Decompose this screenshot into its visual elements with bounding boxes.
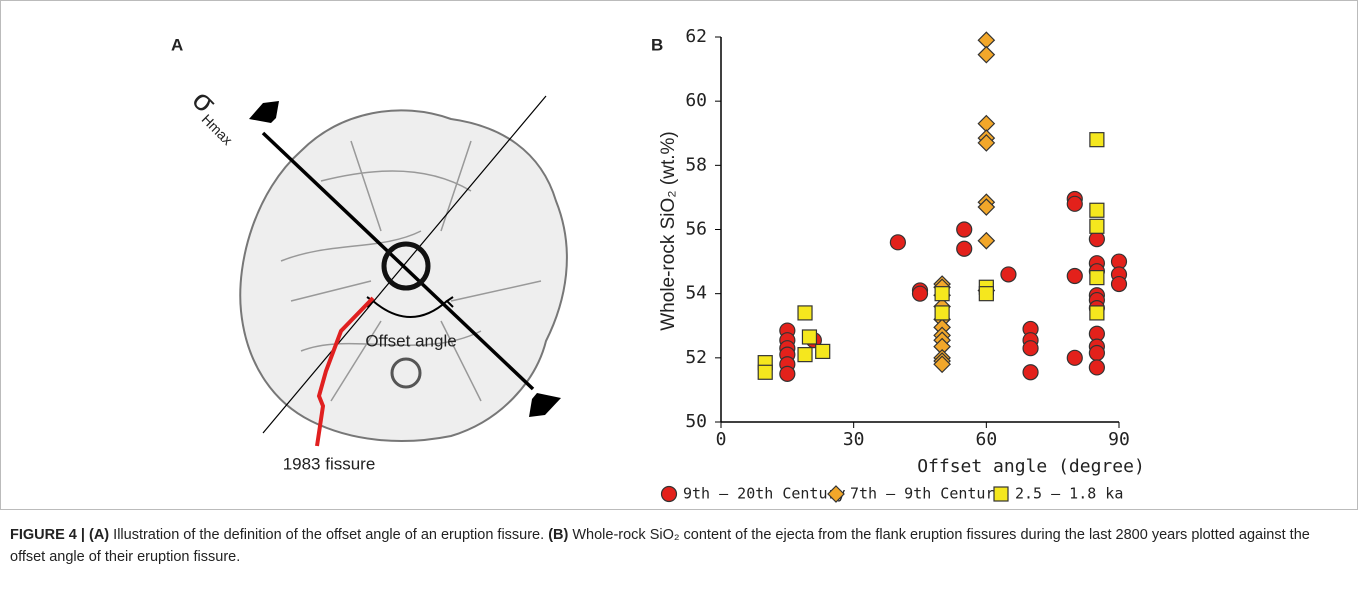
- stress-arrow: [249, 101, 279, 123]
- data-point: [1001, 267, 1016, 282]
- legend-label: 7th – 9th Century: [850, 485, 1004, 503]
- legend-swatch: [662, 487, 677, 502]
- fissure-label: 1983 fissure: [283, 454, 376, 473]
- data-point: [1067, 196, 1082, 211]
- y-tick-label: 58: [685, 154, 707, 175]
- caption-text: Illustration of the definition of the of…: [109, 527, 548, 543]
- data-point: [890, 235, 905, 250]
- figure: A σ Hmax Offset angle 1983 fissure B Off…: [1, 1, 1357, 509]
- x-tick-label: 60: [975, 429, 997, 450]
- panel-b: B Offset angle (degree) Whole-rock SiO₂ …: [651, 26, 1145, 503]
- figure-frame: A σ Hmax Offset angle 1983 fissure B Off…: [0, 0, 1358, 510]
- sigma-subscript: Hmax: [199, 111, 236, 148]
- data-point: [816, 344, 830, 358]
- y-tick-label: 54: [685, 283, 707, 304]
- x-tick-label: 0: [716, 429, 727, 450]
- sigma: σ: [186, 83, 223, 120]
- data-point: [978, 233, 994, 249]
- x-tick-label: 30: [843, 429, 865, 450]
- data-point: [798, 306, 812, 320]
- panel-label: B: [651, 35, 663, 54]
- data-point: [957, 241, 972, 256]
- data-point: [979, 287, 993, 301]
- y-axis-title: Whole-rock SiO₂ (wt.%): [658, 131, 679, 331]
- data-point: [935, 306, 949, 320]
- data-point: [1089, 346, 1104, 361]
- panel-label: A: [171, 35, 183, 54]
- offset-angle-label: Offset angle: [365, 331, 456, 350]
- part-label: (B): [548, 527, 568, 543]
- panel-a: A σ Hmax Offset angle 1983 fissure: [171, 35, 567, 473]
- data-point: [913, 286, 928, 301]
- data-point: [1023, 365, 1038, 380]
- page: {"panel_a": {"label": "A", "sigma": "σ",…: [0, 0, 1358, 600]
- y-tick-label: 50: [685, 411, 707, 432]
- data-point: [798, 348, 812, 362]
- data-point: [1023, 341, 1038, 356]
- data-point: [957, 222, 972, 237]
- caption: FIGURE 4 | (A) Illustration of the defin…: [10, 524, 1340, 568]
- y-tick-label: 60: [685, 90, 707, 111]
- figure-label: FIGURE 4 |: [10, 527, 89, 543]
- data-point: [1067, 269, 1082, 284]
- data-point: [1090, 219, 1104, 233]
- legend-label: 2.5 – 1.8 ka: [1015, 485, 1123, 503]
- data-point: [1067, 350, 1082, 365]
- data-point: [1112, 277, 1127, 292]
- stress-arrow: [529, 393, 561, 417]
- legend-label: 9th – 20th Century: [683, 485, 846, 503]
- data-point: [758, 365, 772, 379]
- data-point: [1089, 360, 1104, 375]
- y-tick-label: 62: [685, 26, 707, 47]
- data-point: [1090, 203, 1104, 217]
- data-point: [978, 47, 994, 63]
- data-point: [1090, 133, 1104, 147]
- y-tick-label: 56: [685, 219, 707, 240]
- data-point: [1090, 271, 1104, 285]
- legend-swatch: [994, 487, 1008, 501]
- part-label: (A): [89, 527, 109, 543]
- data-point: [935, 287, 949, 301]
- y-tick-label: 52: [685, 347, 707, 368]
- x-tick-label: 90: [1108, 429, 1130, 450]
- x-axis-title: Offset angle (degree): [917, 456, 1145, 477]
- data-point: [1090, 306, 1104, 320]
- data-point: [802, 330, 816, 344]
- data-point: [780, 366, 795, 381]
